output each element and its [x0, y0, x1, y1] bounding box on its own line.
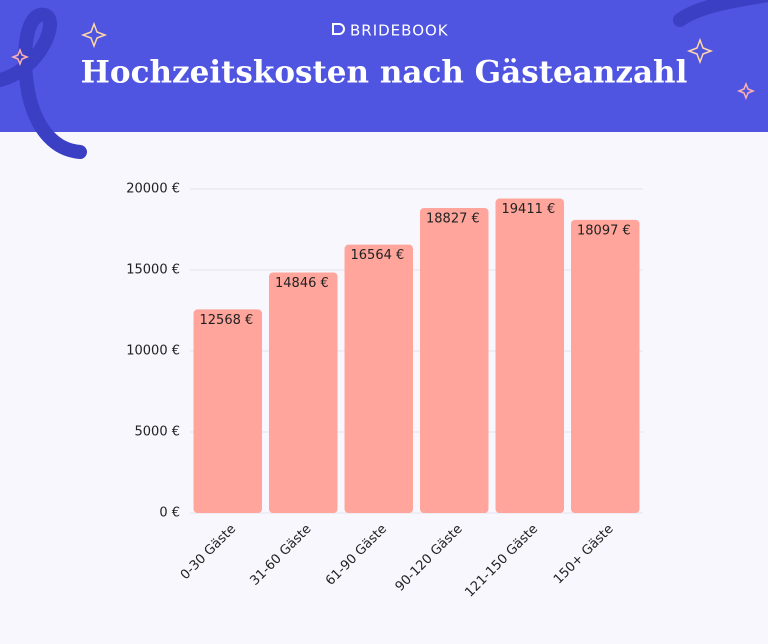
- decor-sparkle: [10, 47, 30, 67]
- value-label: 12568 €: [200, 313, 254, 328]
- value-label: 19411 €: [502, 202, 556, 217]
- decor-swirl: [0, 7, 87, 159]
- chart-title: Hochzeitskosten nach Gästeanzahl: [81, 55, 688, 91]
- y-tick-label: 0 €: [159, 506, 180, 521]
- y-tick-label: 20000 €: [126, 182, 180, 197]
- decor-sparkle: [80, 21, 108, 49]
- bar: [495, 198, 564, 513]
- decor-swirl: [673, 0, 768, 27]
- y-tick-label: 15000 €: [126, 263, 180, 278]
- y-tick-label: 10000 €: [126, 344, 180, 359]
- value-label: 18827 €: [426, 212, 480, 227]
- decor-sparkle: [686, 37, 714, 65]
- decor-sparkle: [736, 81, 756, 101]
- y-tick-label: 5000 €: [135, 425, 181, 440]
- value-label: 14846 €: [275, 276, 329, 291]
- value-label: 18097 €: [577, 223, 631, 238]
- header-band: [0, 0, 768, 132]
- value-label: 16564 €: [351, 248, 405, 263]
- brand-logo: [332, 23, 345, 35]
- bar: [269, 272, 338, 513]
- bar: [420, 208, 489, 513]
- brand-name: BRIDEBOOK: [350, 22, 449, 40]
- bar: [571, 219, 640, 513]
- bar: [344, 244, 413, 513]
- bar: [193, 309, 262, 513]
